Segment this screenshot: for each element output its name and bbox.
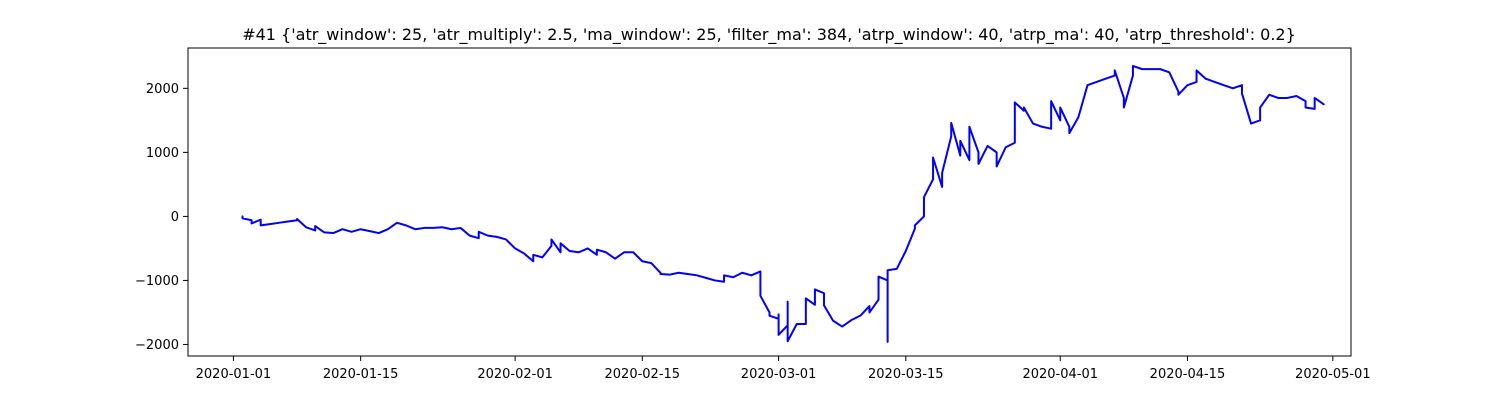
- x-tick-label: 2020-04-01: [1022, 367, 1098, 382]
- x-tick-label: 2020-04-15: [1150, 367, 1226, 382]
- chart-title: #41 {'atr_window': 25, 'atr_multiply': 2…: [242, 25, 1296, 45]
- y-tick-label: −1000: [135, 274, 179, 289]
- y-tick-label: 0: [171, 210, 179, 225]
- y-axis-ticks: −2000 −1000 0 1000 2000: [135, 82, 188, 353]
- series-line: [241, 64, 1325, 343]
- x-tick-label: 2020-02-01: [477, 367, 553, 382]
- y-tick-label: 1000: [146, 146, 179, 161]
- plot-frame: [187, 47, 1352, 357]
- x-axis-ticks: 2020-01-01 2020-01-15 2020-02-01 2020-02-15…: [196, 356, 1371, 382]
- x-tick-label: 2020-03-01: [741, 367, 817, 382]
- x-tick-label: 2020-01-15: [323, 367, 399, 382]
- y-tick-label: 2000: [146, 82, 179, 97]
- x-tick-label: 2020-01-01: [196, 367, 272, 382]
- y-tick-label: −2000: [135, 338, 179, 353]
- series-layer: [241, 64, 1325, 343]
- x-tick-label: 2020-03-15: [868, 367, 944, 382]
- x-tick-label: 2020-05-01: [1295, 367, 1371, 382]
- x-tick-label: 2020-02-15: [605, 367, 681, 382]
